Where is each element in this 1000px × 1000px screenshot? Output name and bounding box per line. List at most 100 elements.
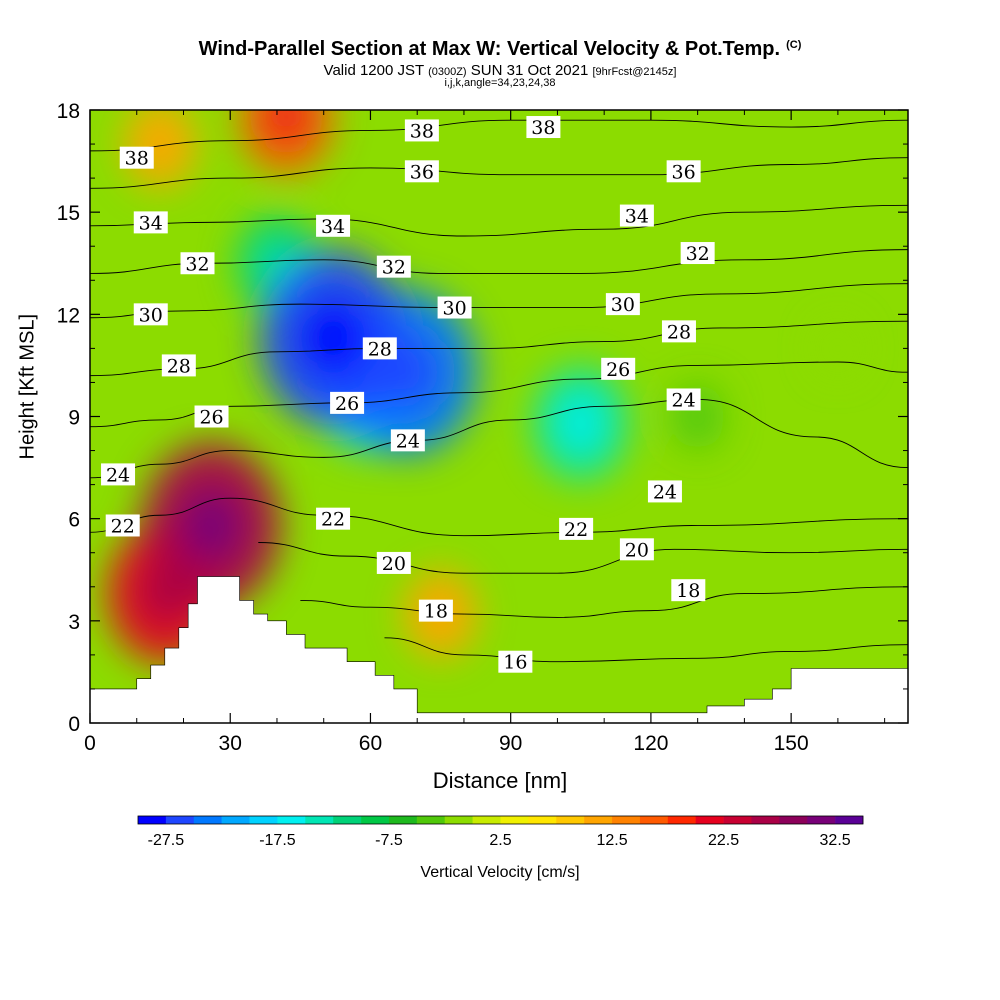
x-tick-label: 0 (84, 732, 96, 755)
contour-label-box (390, 429, 425, 452)
colorbar-swatch (695, 816, 724, 824)
title-mark: (C) (786, 39, 802, 51)
contour-label-26: 26 (194, 405, 229, 429)
contour-label-text: 26 (606, 359, 630, 381)
colorbar-swatch (249, 816, 278, 824)
y-tick-label: 6 (68, 509, 80, 532)
x-axis-label: Distance [nm] (432, 768, 568, 793)
colorbar-tick-label: -27.5 (148, 832, 185, 849)
contour-label-box (180, 252, 215, 275)
contour-label-36: 36 (666, 160, 701, 183)
contour-label-24: 24 (101, 463, 136, 486)
w-field-core (559, 397, 602, 449)
contour-label-text: 30 (443, 298, 467, 320)
contour-label-text: 18 (676, 580, 700, 602)
contour-label-box (119, 146, 154, 169)
contour-label-box (647, 480, 682, 503)
contour-label-38: 38 (404, 119, 439, 142)
subtitle-date: SUN 31 Oct 2021 (470, 62, 589, 79)
contour-label-box (316, 214, 351, 237)
contour-label-32: 32 (680, 242, 715, 265)
theta-contour-20 (258, 542, 908, 574)
contour-label-text: 28 (667, 321, 691, 343)
contour-label-26: 26 (601, 357, 636, 381)
colorbar-tick-label: 2.5 (489, 832, 511, 849)
contour-label-text: 36 (410, 161, 434, 183)
contour-label-box (404, 160, 439, 183)
colorbar-swatch (333, 816, 362, 824)
contour-label-text: 28 (368, 338, 392, 360)
contour-label-box (133, 211, 168, 234)
contour-label-text: 24 (672, 389, 696, 411)
contour-label-box (526, 116, 561, 139)
contour-label-text: 28 (167, 355, 191, 377)
theta-contour-34 (90, 204, 908, 237)
colorbar-swatch (277, 816, 306, 824)
contour-label-text: 22 (321, 509, 345, 531)
colorbar-swatch (221, 816, 250, 824)
terrain (89, 576, 909, 724)
contour-label-box (619, 538, 654, 561)
contour-label-20: 20 (376, 551, 411, 575)
w-field-core (300, 298, 367, 378)
theta-contour-36 (90, 157, 908, 189)
contour-label-36: 36 (404, 160, 439, 183)
contour-label-box (605, 293, 640, 316)
contour-label-box (330, 391, 365, 414)
title-text: Wind-Parallel Section at Max W: Vertical… (198, 38, 781, 60)
contour-label-30: 30 (437, 296, 472, 320)
contour-label-22: 22 (105, 514, 140, 537)
theta-contour-38 (90, 119, 908, 152)
contour-label-34: 34 (316, 214, 351, 238)
theta-contour-24 (90, 399, 908, 479)
contour-label-text: 38 (531, 117, 555, 139)
contour-label-text: 26 (335, 393, 359, 415)
contour-label-text: 32 (686, 243, 710, 265)
colorbar-swatch (835, 816, 864, 824)
contour-label-30: 30 (605, 293, 640, 316)
contour-label-box (404, 119, 439, 142)
contour-label-32: 32 (180, 252, 215, 275)
colorbar-swatch (751, 816, 780, 824)
contour-label-24: 24 (390, 429, 425, 452)
colorbar-swatch (416, 816, 446, 824)
colorbar-tick-label: 12.5 (596, 832, 627, 849)
contour-label-text: 38 (410, 120, 434, 142)
chart-subtitle-indices: i,j,k,angle=34,23,24,38 (444, 77, 556, 89)
contour-label-22: 22 (316, 507, 351, 531)
contour-label-text: 24 (396, 430, 420, 452)
contour-label-34: 34 (619, 204, 654, 228)
contour-label-18: 18 (418, 599, 453, 623)
contour-label-text: 16 (503, 652, 527, 674)
colorbar-swatch (444, 816, 473, 824)
contour-label-text: 24 (106, 464, 130, 486)
contour-label-box (666, 160, 701, 183)
colorbar-swatch (612, 816, 641, 824)
x-tick-label: 120 (633, 732, 668, 755)
colorbar-tick-label: 22.5 (708, 832, 739, 849)
contour-label-16: 16 (498, 650, 533, 674)
y-tick-label: 3 (68, 611, 80, 634)
contour-label-text: 22 (564, 519, 588, 541)
contour-label-box (133, 303, 168, 326)
contour-label-box (437, 296, 472, 319)
theta-contour-28 (90, 320, 908, 377)
x-tick-label: 150 (774, 732, 809, 755)
contour-label-text: 36 (672, 161, 696, 183)
w-field-cell (124, 110, 197, 189)
colorbar-swatch (667, 816, 696, 824)
contour-label-38: 38 (526, 116, 561, 139)
colorbar-swatch (361, 816, 390, 824)
contour-label-box (601, 357, 636, 380)
x-tick-label: 30 (219, 732, 242, 755)
colorbar-swatch (639, 816, 669, 824)
contour-label-text: 18 (424, 601, 448, 623)
contour-label-text: 22 (111, 515, 135, 537)
contour-label-box (362, 337, 397, 360)
y-tick-label: 18 (57, 100, 80, 123)
contour-label-box (680, 242, 715, 265)
contour-label-text: 30 (139, 304, 163, 326)
y-tick-label: 12 (57, 304, 80, 327)
